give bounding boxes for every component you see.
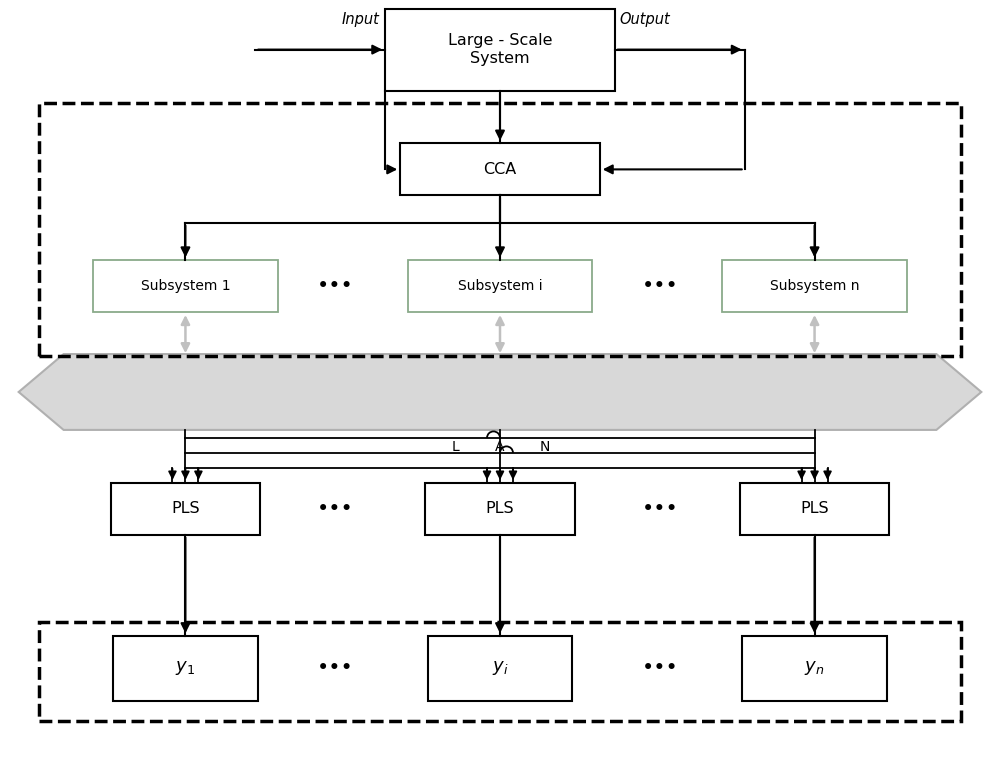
Text: •••: ••• bbox=[641, 659, 678, 678]
FancyBboxPatch shape bbox=[113, 636, 258, 701]
Text: PLS: PLS bbox=[486, 501, 514, 516]
Text: L: L bbox=[451, 440, 459, 454]
Text: •••: ••• bbox=[317, 659, 354, 678]
FancyBboxPatch shape bbox=[425, 483, 575, 535]
FancyBboxPatch shape bbox=[400, 144, 600, 196]
Text: Subsystem n: Subsystem n bbox=[770, 279, 859, 293]
Bar bbox=[39, 102, 961, 356]
Bar bbox=[39, 622, 961, 721]
FancyBboxPatch shape bbox=[93, 261, 278, 312]
Text: $y_n$: $y_n$ bbox=[804, 659, 825, 678]
Text: Subsystem 1: Subsystem 1 bbox=[141, 279, 230, 293]
Text: $y_i$: $y_i$ bbox=[492, 659, 508, 678]
Text: A: A bbox=[495, 440, 505, 454]
Text: Input: Input bbox=[341, 12, 379, 28]
FancyBboxPatch shape bbox=[742, 636, 887, 701]
FancyBboxPatch shape bbox=[740, 483, 889, 535]
Text: N: N bbox=[540, 440, 550, 454]
Text: •••: ••• bbox=[317, 276, 354, 296]
Text: PLS: PLS bbox=[171, 501, 200, 516]
FancyBboxPatch shape bbox=[428, 636, 572, 701]
FancyBboxPatch shape bbox=[722, 261, 907, 312]
Text: •••: ••• bbox=[641, 276, 678, 296]
Text: $y_1$: $y_1$ bbox=[175, 659, 195, 678]
Text: Large - Scale
System: Large - Scale System bbox=[448, 34, 552, 66]
Text: CCA: CCA bbox=[483, 162, 517, 177]
FancyBboxPatch shape bbox=[111, 483, 260, 535]
Text: Output: Output bbox=[619, 12, 670, 28]
Polygon shape bbox=[19, 354, 981, 430]
Text: •••: ••• bbox=[317, 499, 354, 519]
Text: •••: ••• bbox=[641, 499, 678, 519]
FancyBboxPatch shape bbox=[408, 261, 592, 312]
FancyBboxPatch shape bbox=[385, 8, 615, 90]
Text: PLS: PLS bbox=[800, 501, 829, 516]
Text: Subsystem i: Subsystem i bbox=[458, 279, 542, 293]
